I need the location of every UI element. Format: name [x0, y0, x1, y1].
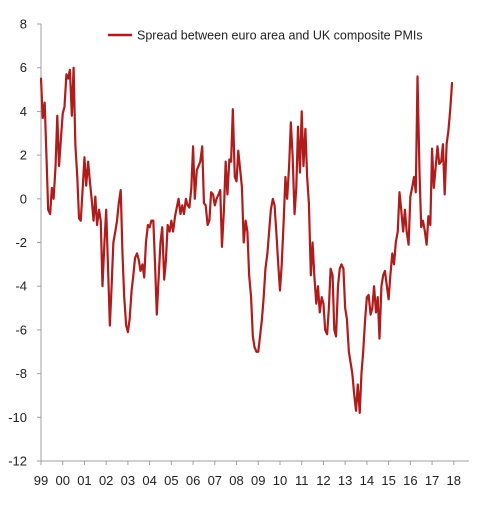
tick-labels: 8 6 4 2 0 -2 -4 -6 -8 -10 -12 99 00 01 02 03 04 05 06 07 08 0…	[8, 17, 461, 489]
y-tick-label: -12	[8, 454, 27, 469]
y-tick-label: -6	[15, 322, 27, 337]
x-tick-label: 03	[121, 473, 135, 488]
x-tick-label: 07	[208, 473, 222, 488]
legend-label: Spread between euro area and UK composit…	[137, 29, 423, 43]
legend: Spread between euro area and UK composit…	[108, 29, 423, 43]
x-tick-label: 09	[251, 473, 265, 488]
y-tick-label: -10	[8, 410, 27, 425]
x-tick-label: 02	[99, 473, 113, 488]
y-tick-label: 6	[20, 60, 27, 75]
y-tick-label: -2	[15, 235, 27, 250]
x-tick-label: 01	[77, 473, 91, 488]
x-tick-label: 12	[316, 473, 330, 488]
y-tick-label: 0	[20, 191, 27, 206]
x-tick-label: 04	[142, 473, 156, 488]
x-tick-label: 10	[273, 473, 287, 488]
x-tick-label: 18	[447, 473, 461, 488]
x-tick-label: 15	[381, 473, 395, 488]
x-tick-label: 11	[295, 473, 309, 488]
x-tick-label: 08	[229, 473, 243, 488]
series-line-0	[39, 66, 454, 415]
x-tick-label: 17	[425, 473, 439, 488]
x-tick-label: 05	[164, 473, 178, 488]
x-tick-label: 06	[186, 473, 200, 488]
x-tick-label: 00	[55, 473, 69, 488]
x-tick-label: 99	[34, 473, 48, 488]
y-tick-label: -4	[15, 279, 27, 294]
x-tick-label: 16	[403, 473, 417, 488]
y-tick-label: 8	[20, 17, 27, 32]
x-tick-label: 13	[338, 473, 352, 488]
y-tick-label: 4	[20, 104, 27, 119]
y-tick-label: 2	[20, 148, 27, 163]
series-lines	[39, 66, 454, 415]
x-tick-label: 14	[360, 473, 374, 488]
y-tick-label: -8	[15, 366, 27, 381]
